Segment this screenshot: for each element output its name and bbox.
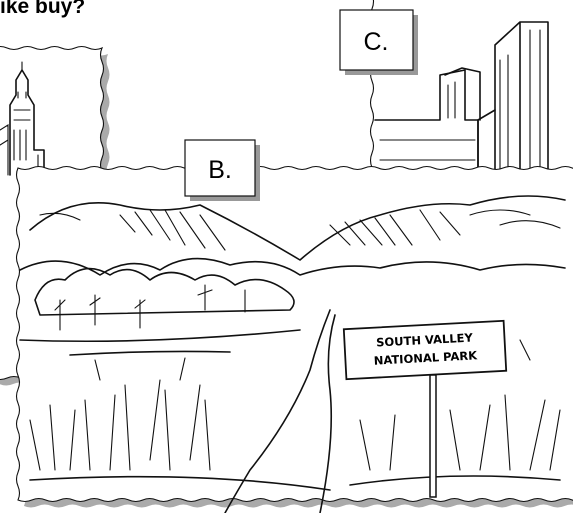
question-text: ike buy?	[0, 0, 85, 18]
label-b-box: B.	[185, 140, 260, 201]
label-c: C.	[364, 28, 389, 56]
illustration: ike buy? SOUTH VALLEY NATIONAL PARK	[0, 0, 573, 513]
label-b: B.	[208, 156, 232, 184]
page: {"question": "ike buy?", "labels": {"c":…	[0, 0, 573, 513]
label-c-box: C.	[340, 10, 418, 75]
